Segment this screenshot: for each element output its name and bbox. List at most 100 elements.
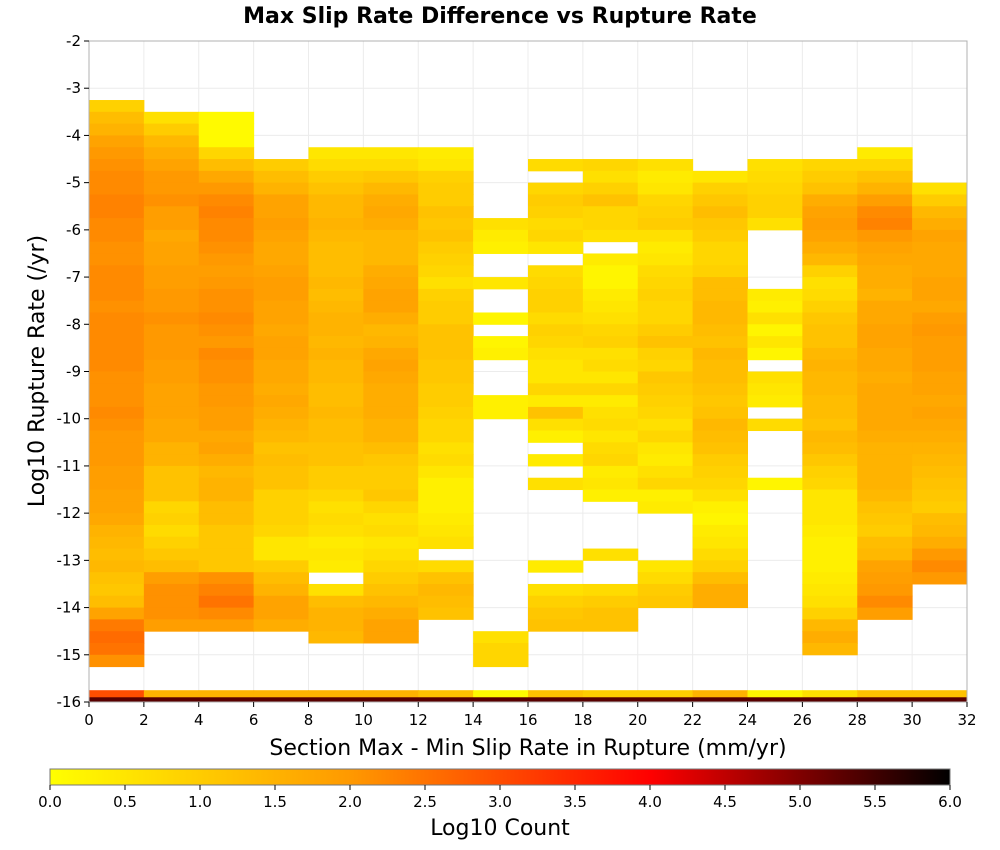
heatmap-cell: [363, 359, 419, 372]
heatmap-cell: [692, 595, 748, 609]
heatmap-cell: [912, 182, 968, 195]
heatmap-cell: [912, 347, 968, 361]
heatmap-cell: [912, 241, 968, 254]
heatmap-cell: [198, 300, 255, 313]
heatmap-cell: [528, 277, 584, 290]
heatmap-cell: [528, 477, 584, 491]
heatmap-cell: [198, 123, 255, 136]
heatmap-cell: [418, 513, 474, 526]
heatmap-cell: [912, 206, 968, 219]
heatmap-cell: [418, 690, 474, 698]
heatmap-cell: [253, 583, 309, 597]
heatmap-cell: [528, 347, 584, 361]
heatmap-cell: [582, 383, 639, 396]
heatmap-cell: [912, 430, 968, 443]
heatmap-cell: [198, 418, 255, 432]
heatmap-cell: [143, 359, 200, 372]
heatmap-cell: [582, 442, 639, 455]
heatmap-cell: [692, 206, 748, 219]
heatmap-cell: [528, 607, 584, 620]
heatmap-cell: [198, 442, 255, 455]
heatmap-cell: [253, 477, 309, 491]
heatmap-cell: [308, 277, 364, 290]
heatmap-cell: [143, 253, 200, 266]
heatmap-cell: [89, 607, 145, 620]
heatmap-cell: [802, 465, 858, 479]
heatmap-cell: [308, 583, 364, 597]
heatmap-cell: [802, 524, 858, 538]
heatmap-cell: [802, 548, 858, 561]
heatmap-cell: [912, 536, 968, 550]
heatmap-cell: [582, 218, 639, 231]
heatmap-cell: [692, 288, 748, 302]
heatmap-cell: [143, 336, 200, 349]
heatmap-cell: [802, 418, 858, 432]
heatmap-cell: [418, 383, 474, 396]
heatmap-cell: [418, 265, 474, 278]
heatmap-cell: [198, 312, 255, 325]
heatmap-cell: [747, 206, 803, 219]
heatmap-cell: [363, 524, 419, 538]
heatmap-cell: [308, 300, 364, 313]
x-tick-label: 16: [518, 711, 537, 729]
heatmap-cell: [253, 253, 309, 266]
colorbar-tick-label: 1.5: [263, 793, 287, 811]
heatmap-cell: [802, 336, 858, 349]
heatmap-cell: [308, 607, 364, 620]
heatmap-cell: [802, 383, 858, 396]
heatmap-cell: [747, 690, 803, 698]
heatmap-cell: [802, 265, 858, 278]
heatmap-cell: [857, 241, 913, 254]
heatmap-cell: [912, 265, 968, 278]
heatmap-cell: [912, 418, 968, 432]
heatmap-cell: [692, 572, 748, 585]
heatmap-cell: [473, 277, 529, 290]
heatmap-cell: [89, 631, 145, 644]
colorbar-ticks: 0.0 0.5 1.0 1.5 2.0 2.5 3.0 3.5 4.0 4.5 5.0 5.5 6.0: [38, 785, 962, 811]
heatmap-cell: [692, 253, 748, 266]
heatmap-cell: [418, 536, 474, 550]
heatmap-cell: [143, 477, 200, 491]
heatmap-cell: [637, 170, 694, 184]
heatmap-cell: [857, 690, 913, 698]
heatmap-cell: [582, 288, 639, 302]
heatmap-cell: [747, 159, 803, 172]
heatmap-cell: [143, 288, 200, 302]
heatmap-cell: [198, 170, 255, 184]
heatmap-cell: [198, 182, 255, 195]
heatmap-cell: [363, 619, 419, 632]
y-tick-label: -14: [57, 599, 82, 617]
heatmap-cell: [473, 229, 529, 243]
heatmap-cell: [418, 288, 474, 302]
heatmap-cell: [637, 336, 694, 349]
heatmap-cell: [528, 430, 584, 443]
heatmap-cell: [363, 324, 419, 337]
heatmap-cell: [912, 253, 968, 266]
heatmap-cell: [198, 607, 255, 620]
heatmap-cell: [857, 524, 913, 538]
heatmap-cell: [692, 501, 748, 514]
heatmap-cell: [363, 513, 419, 526]
heatmap-cell: [143, 265, 200, 278]
heatmap-cell: [363, 406, 419, 420]
x-tick-label: 26: [793, 711, 812, 729]
heatmap-cell: [143, 619, 200, 632]
heatmap-cell: [637, 442, 694, 455]
heatmap-cell: [253, 395, 309, 408]
heatmap-cell: [253, 218, 309, 231]
heatmap-cell: [198, 513, 255, 526]
heatmap-cell: [418, 206, 474, 219]
heatmap-cell: [802, 182, 858, 195]
heatmap-cell: [308, 170, 364, 184]
heatmap-cell: [363, 288, 419, 302]
heatmap-cell: [857, 572, 913, 585]
heatmap-cell: [363, 489, 419, 502]
heatmap-cell: [418, 406, 474, 420]
heatmap-cell: [747, 194, 803, 207]
heatmap-cell: [528, 182, 584, 195]
heatmap-cell: [308, 631, 364, 644]
heatmap-cell: [308, 465, 364, 479]
heatmap-cell: [308, 690, 364, 698]
heatmap-cell: [198, 336, 255, 349]
colorbar: [49, 768, 951, 786]
